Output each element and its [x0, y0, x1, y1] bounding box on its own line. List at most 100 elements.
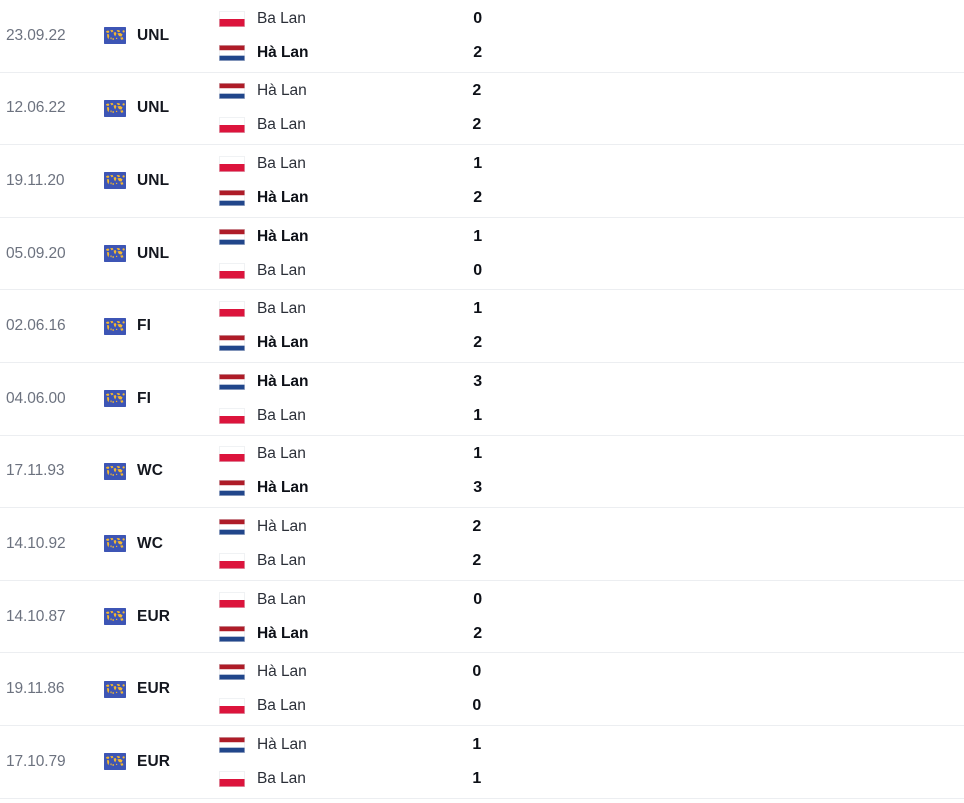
match-row[interactable]: 17.11.93 WC Ba Lan Hà Lan 1 3	[0, 435, 964, 509]
flag-poland-icon	[219, 117, 245, 134]
world-map-icon	[104, 317, 126, 335]
match-date: 14.10.87	[6, 607, 66, 625]
teams-cell: Hà Lan Ba Lan	[214, 662, 470, 716]
flag-netherlands-icon	[219, 625, 245, 642]
competition-cell: EUR	[104, 753, 214, 771]
world-map-icon	[104, 535, 126, 553]
team-line-home: Hà Lan	[219, 372, 471, 392]
team-line-away: Ba Lan	[219, 406, 471, 426]
teams-cell: Hà Lan Ba Lan	[214, 735, 470, 789]
team-line-away: Ba Lan	[219, 551, 470, 571]
team-line-home: Ba Lan	[219, 9, 471, 29]
team-name-home: Hà Lan	[257, 735, 307, 753]
competition-cell: WC	[104, 462, 214, 480]
score-home: 0	[473, 9, 483, 27]
teams-cell: Hà Lan Ba Lan	[214, 372, 471, 426]
flag-netherlands-icon	[219, 664, 245, 681]
team-line-home: Ba Lan	[219, 299, 471, 319]
competition-label: EUR	[137, 607, 171, 625]
competition-label: FI	[137, 389, 151, 407]
team-name-home: Ba Lan	[257, 445, 306, 463]
world-map-icon	[104, 608, 126, 626]
team-name-home: Hà Lan	[257, 517, 307, 535]
competition-label: UNL	[137, 26, 170, 44]
match-row[interactable]: 14.10.87 EUR Ba Lan Hà Lan 0 2	[0, 580, 964, 654]
team-line-away: Ba Lan	[219, 261, 471, 281]
match-row[interactable]: 23.09.22 UNL Ba Lan Hà Lan 0 2	[0, 0, 964, 73]
match-date: 19.11.20	[6, 171, 65, 189]
flag-poland-icon	[219, 155, 245, 172]
score-home: 0	[473, 590, 483, 608]
flag-poland-icon	[219, 770, 245, 787]
match-row[interactable]: 05.09.20 UNL Hà Lan Ba Lan 1 0	[0, 217, 964, 291]
score-home: 1	[473, 154, 483, 172]
world-map-icon	[104, 172, 126, 190]
teams-cell: Hà Lan Ba Lan	[214, 517, 470, 571]
team-line-home: Hà Lan	[219, 227, 471, 247]
match-date: 19.11.86	[6, 680, 65, 698]
team-name-away: Hà Lan	[257, 624, 309, 642]
score-home: 1	[473, 227, 483, 245]
team-name-home: Ba Lan	[257, 300, 306, 318]
competition-cell: UNL	[104, 27, 214, 45]
flag-poland-icon	[219, 262, 245, 279]
match-row[interactable]: 12.06.22 UNL Hà Lan Ba Lan 2 2	[0, 72, 964, 146]
team-name-home: Hà Lan	[257, 227, 309, 245]
team-name-away: Hà Lan	[257, 43, 309, 61]
competition-cell: EUR	[104, 680, 214, 698]
flag-netherlands-icon	[219, 189, 245, 206]
team-name-home: Hà Lan	[257, 372, 309, 390]
flag-netherlands-icon	[219, 335, 245, 352]
competition-cell: FI	[104, 317, 214, 335]
match-row[interactable]: 04.06.00 FI Hà Lan Ba Lan 3 1	[0, 362, 964, 436]
match-row[interactable]: 14.10.92 WC Hà Lan Ba Lan 2 2	[0, 508, 964, 581]
score-home: 2	[472, 82, 482, 100]
competition-label: WC	[137, 534, 164, 552]
team-name-away: Hà Lan	[257, 188, 309, 206]
score-away: 2	[473, 334, 483, 352]
team-name-home: Ba Lan	[257, 154, 306, 172]
match-date: 23.09.22	[6, 26, 66, 44]
team-name-away: Hà Lan	[257, 479, 309, 497]
score-away: 3	[473, 479, 483, 497]
match-date: 17.11.93	[6, 462, 65, 480]
team-line-away: Hà Lan	[219, 624, 471, 644]
teams-cell: Ba Lan Hà Lan	[214, 444, 471, 498]
match-row[interactable]: 19.11.86 EUR Hà Lan Ba Lan 0 0	[0, 653, 964, 726]
score-away: 2	[472, 116, 482, 134]
teams-cell: Ba Lan Hà Lan	[214, 299, 471, 353]
world-map-icon	[104, 753, 126, 771]
teams-cell: Ba Lan Hà Lan	[214, 590, 471, 644]
world-map-icon	[104, 462, 126, 480]
team-name-away: Ba Lan	[257, 769, 306, 787]
match-row[interactable]: 17.10.79 EUR Hà Lan Ba Lan 1 1	[0, 725, 964, 799]
match-row[interactable]: 19.11.20 UNL Ba Lan Hà Lan 1 2	[0, 145, 964, 218]
match-row[interactable]: 02.06.16 FI Ba Lan Hà Lan 1 2	[0, 290, 964, 363]
world-map-icon	[104, 27, 126, 45]
score-away: 2	[473, 188, 483, 206]
competition-cell: UNL	[104, 172, 214, 190]
competition-label: FI	[137, 317, 151, 335]
flag-netherlands-icon	[219, 736, 245, 753]
flag-netherlands-icon	[219, 228, 245, 245]
competition-cell: UNL	[104, 99, 214, 117]
flag-netherlands-icon	[219, 83, 245, 100]
score-away: 2	[473, 624, 483, 642]
competition-label: UNL	[137, 171, 170, 189]
match-date: 02.06.16	[6, 317, 66, 335]
score-away: 2	[472, 551, 482, 569]
flag-netherlands-icon	[219, 373, 245, 390]
competition-cell: FI	[104, 390, 214, 408]
team-line-home: Hà Lan	[219, 517, 470, 537]
match-date: 12.06.22	[6, 99, 66, 117]
team-line-away: Ba Lan	[219, 696, 470, 716]
competition-cell: UNL	[104, 245, 214, 263]
team-name-away: Ba Lan	[257, 261, 306, 279]
competition-label: EUR	[137, 680, 171, 698]
team-line-home: Ba Lan	[219, 154, 471, 174]
match-date: 05.09.20	[6, 244, 66, 262]
